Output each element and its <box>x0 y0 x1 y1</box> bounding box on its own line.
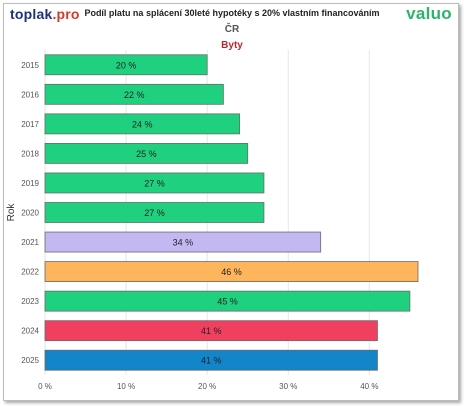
bar-value-label: 46 % <box>221 267 242 277</box>
y-tick-label: 2018 <box>21 149 39 158</box>
y-tick-label: 2021 <box>21 238 39 247</box>
x-tick-label: 10 % <box>117 382 135 391</box>
bar-value-label: 27 % <box>144 208 165 218</box>
logo-text-suffix: .pro <box>52 6 80 22</box>
chart-subtitle: ČR <box>224 24 240 35</box>
x-tick-label: 30 % <box>279 382 297 391</box>
valuo-logo: valuo <box>406 4 452 23</box>
bar <box>44 231 322 253</box>
bar-value-label: 41 % <box>201 356 222 366</box>
bar-value-label: 45 % <box>217 297 238 307</box>
bar <box>44 349 378 371</box>
x-tick-label: 20 % <box>198 382 216 391</box>
y-tick-label: 2017 <box>21 120 39 129</box>
bar-value-label: 20 % <box>116 60 137 70</box>
y-tick-label: 2024 <box>21 327 39 336</box>
bar-value-label: 27 % <box>144 178 165 188</box>
toplak-logo: toplak.pro <box>10 6 80 22</box>
bar-value-label: 25 % <box>136 149 157 159</box>
y-tick-label: 2023 <box>21 297 39 306</box>
x-tick-label: 0 % <box>38 382 52 391</box>
y-tick-label: 2025 <box>21 356 39 365</box>
bar <box>44 172 265 194</box>
bar <box>44 113 241 135</box>
chart-category: Byty <box>221 40 243 51</box>
logo-text-main: toplak <box>10 6 53 22</box>
y-tick-label: 2019 <box>21 179 39 188</box>
y-tick-label: 2022 <box>21 268 39 277</box>
bar <box>44 143 249 164</box>
bar <box>44 54 208 76</box>
y-tick-label: 2015 <box>21 61 39 70</box>
y-tick-label: 2016 <box>21 90 39 99</box>
bar-value-label: 41 % <box>201 326 222 336</box>
chart-title: Podíl platu na splácení 30leté hypotéky … <box>84 8 380 18</box>
bar-value-label: 34 % <box>173 238 194 248</box>
bar-value-label: 24 % <box>132 119 153 129</box>
x-tick-label: 40 % <box>360 382 378 391</box>
bar <box>44 83 224 105</box>
bar <box>44 202 265 223</box>
bar <box>44 320 378 342</box>
y-axis-title: Rok <box>6 203 17 222</box>
bar <box>44 261 419 282</box>
bar <box>44 290 411 312</box>
bar-value-label: 22 % <box>124 90 145 100</box>
y-tick-label: 2020 <box>21 209 39 218</box>
